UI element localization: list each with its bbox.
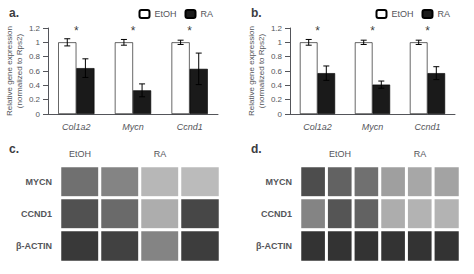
svg-text:RA: RA bbox=[437, 9, 450, 19]
svg-text:0.2: 0.2 bbox=[271, 95, 283, 104]
svg-text:Mycn: Mycn bbox=[362, 122, 384, 132]
svg-text:Relative gene expression: Relative gene expression bbox=[247, 26, 256, 116]
svg-text:CCND1: CCND1 bbox=[21, 209, 52, 219]
svg-text:Ccnd1: Ccnd1 bbox=[414, 122, 440, 132]
svg-text:Ccnd1: Ccnd1 bbox=[177, 122, 203, 132]
svg-text:*: * bbox=[425, 24, 430, 38]
svg-text:RA: RA bbox=[200, 9, 213, 19]
svg-text:b.: b. bbox=[251, 6, 262, 20]
svg-text:EtOH: EtOH bbox=[329, 149, 351, 159]
svg-text:d.: d. bbox=[251, 142, 262, 156]
svg-text:Relative gene expression: Relative gene expression bbox=[5, 26, 14, 116]
svg-text:*: * bbox=[315, 24, 320, 38]
svg-text:RA: RA bbox=[154, 149, 167, 159]
svg-text:0.4: 0.4 bbox=[271, 81, 283, 90]
svg-text:β-ACTIN: β-ACTIN bbox=[256, 241, 292, 251]
svg-text:1: 1 bbox=[36, 38, 41, 47]
svg-text:a.: a. bbox=[9, 6, 19, 20]
svg-text:EtOH: EtOH bbox=[154, 9, 176, 19]
svg-text:RA: RA bbox=[414, 149, 427, 159]
svg-text:Mycn: Mycn bbox=[122, 122, 144, 132]
svg-text:MYCN: MYCN bbox=[26, 177, 53, 187]
svg-text:*: * bbox=[370, 24, 375, 38]
svg-text:*: * bbox=[187, 24, 192, 38]
svg-text:β-ACTIN: β-ACTIN bbox=[16, 241, 52, 251]
svg-text:Col1a2: Col1a2 bbox=[62, 122, 91, 132]
svg-text:0.2: 0.2 bbox=[29, 95, 41, 104]
svg-text:0.8: 0.8 bbox=[271, 52, 283, 61]
svg-text:0.6: 0.6 bbox=[29, 67, 41, 76]
svg-text:0.4: 0.4 bbox=[29, 81, 41, 90]
svg-text:0: 0 bbox=[278, 110, 283, 119]
svg-text:0.6: 0.6 bbox=[271, 67, 283, 76]
svg-text:1.2: 1.2 bbox=[29, 24, 41, 33]
svg-text:MYCN: MYCN bbox=[266, 177, 293, 187]
svg-text:1.2: 1.2 bbox=[271, 24, 283, 33]
svg-text:*: * bbox=[131, 24, 136, 38]
svg-text:0.8: 0.8 bbox=[29, 52, 41, 61]
svg-text:CCND1: CCND1 bbox=[261, 209, 292, 219]
svg-text:*: * bbox=[74, 24, 79, 38]
svg-text:EtOH: EtOH bbox=[391, 9, 413, 19]
svg-text:0: 0 bbox=[36, 110, 41, 119]
svg-text:1: 1 bbox=[278, 38, 283, 47]
svg-text:Col1a2: Col1a2 bbox=[303, 122, 332, 132]
svg-text:(normalized to Rps2): (normalized to Rps2) bbox=[257, 34, 266, 109]
svg-text:c.: c. bbox=[9, 142, 19, 156]
svg-text:EtOH: EtOH bbox=[69, 149, 91, 159]
svg-text:(normalized to Rps2): (normalized to Rps2) bbox=[15, 34, 24, 109]
